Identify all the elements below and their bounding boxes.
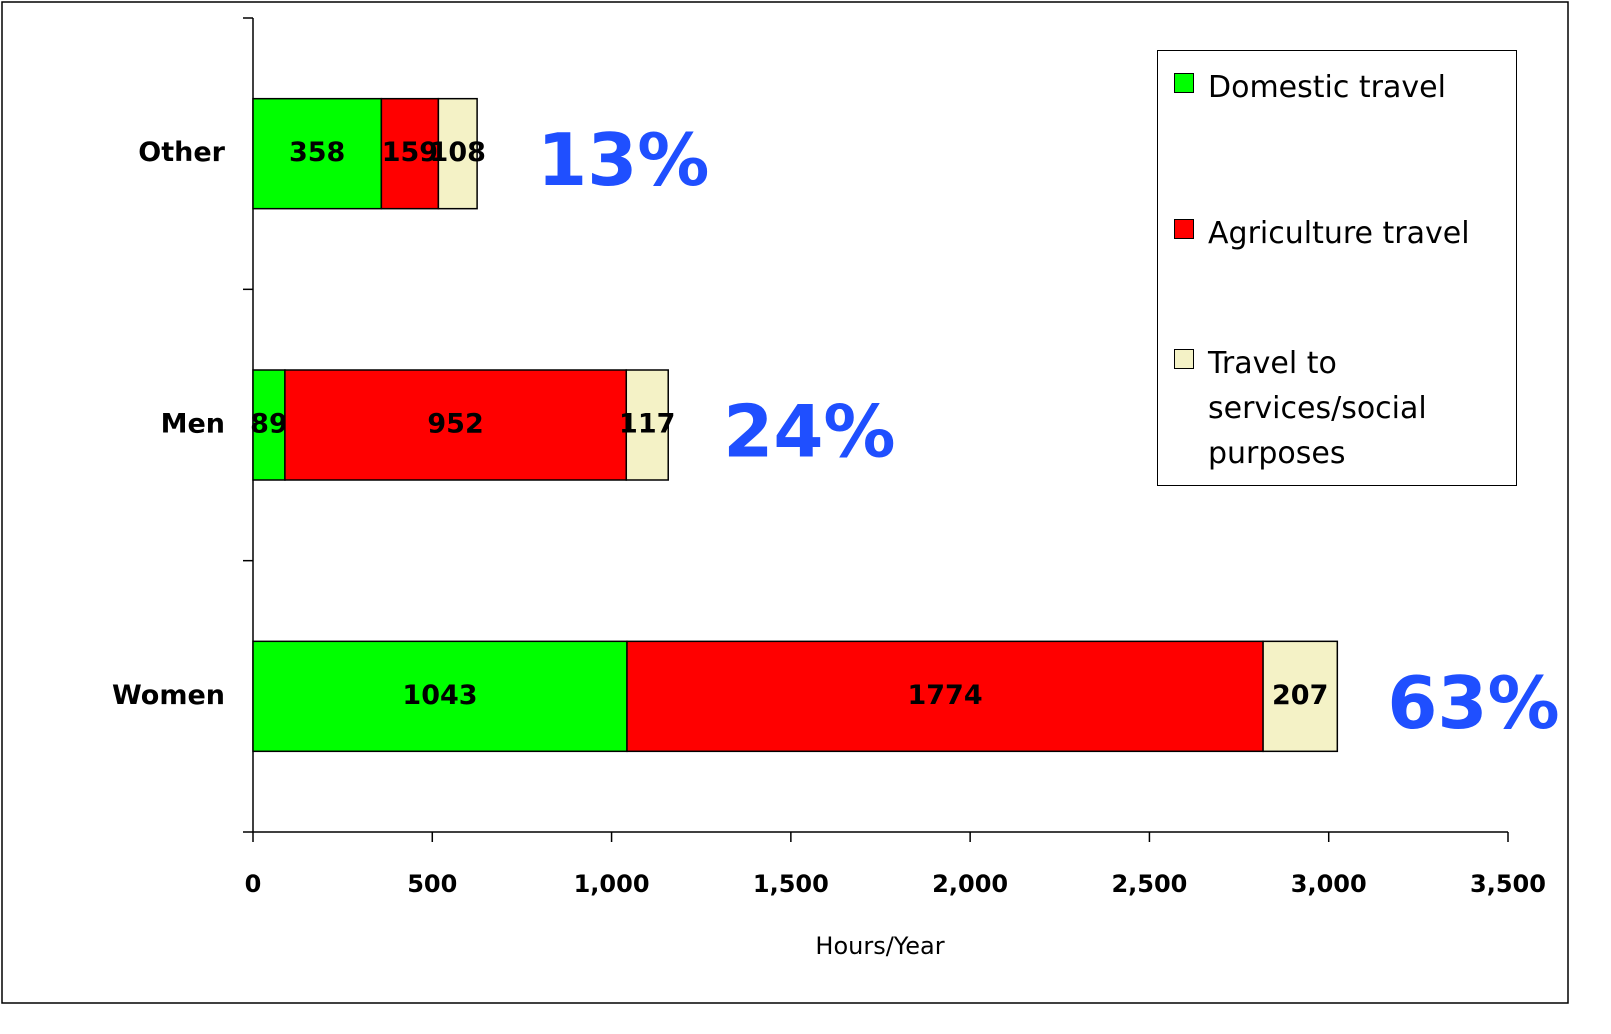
bar-segment xyxy=(284,369,628,481)
y-tick-label: Women xyxy=(112,680,225,711)
x-tick-label: 500 xyxy=(407,870,457,898)
bar-segment xyxy=(380,97,440,210)
legend: Domestic travel Agriculture travel Travel … xyxy=(1157,50,1517,486)
value-label: 952 xyxy=(427,409,483,440)
y-tick-label: Men xyxy=(161,409,225,440)
annotation: 13% xyxy=(537,118,709,202)
annotation: 24% xyxy=(723,390,895,474)
value-label: 358 xyxy=(289,137,345,168)
value-label: 159 xyxy=(382,137,438,168)
legend-label: Travel to services/social purposes xyxy=(1208,346,1427,471)
x-tick-label: 2,000 xyxy=(932,870,1008,898)
legend-swatch xyxy=(1174,73,1194,93)
bar-segment xyxy=(252,369,286,481)
value-label: 1774 xyxy=(907,680,982,711)
x-tick-label: 1,000 xyxy=(574,870,650,898)
bar-segment xyxy=(252,97,383,210)
value-label: 207 xyxy=(1272,680,1328,711)
annotation: 63% xyxy=(1387,661,1559,745)
legend-label: Agriculture travel xyxy=(1208,216,1470,251)
value-label: 108 xyxy=(430,137,486,168)
x-tick-label: 2,500 xyxy=(1111,870,1187,898)
legend-item: Agriculture travel xyxy=(1174,211,1514,256)
chart-frame xyxy=(1,1,1569,1004)
bar-segment xyxy=(626,640,1264,753)
legend-label: Domestic travel xyxy=(1208,70,1446,105)
x-axis-label: Hours/Year xyxy=(815,932,944,960)
x-tick-label: 3,500 xyxy=(1470,870,1546,898)
x-tick-label: 3,000 xyxy=(1291,870,1367,898)
x-tick-label: 1,500 xyxy=(753,870,829,898)
legend-item: Domestic travel xyxy=(1174,65,1514,110)
value-label: 1043 xyxy=(402,680,477,711)
x-tick-label: 0 xyxy=(245,870,262,898)
bar-segment xyxy=(437,97,478,210)
legend-swatch xyxy=(1174,219,1194,239)
legend-item: Travel to services/social purposes xyxy=(1174,341,1514,476)
bar-segment xyxy=(252,640,628,753)
bar-segment xyxy=(625,369,669,481)
legend-swatch xyxy=(1174,349,1194,369)
value-label: 117 xyxy=(619,409,675,440)
bar-segment xyxy=(1262,640,1339,753)
y-tick-label: Other xyxy=(138,137,225,168)
value-label: 89 xyxy=(250,409,288,440)
